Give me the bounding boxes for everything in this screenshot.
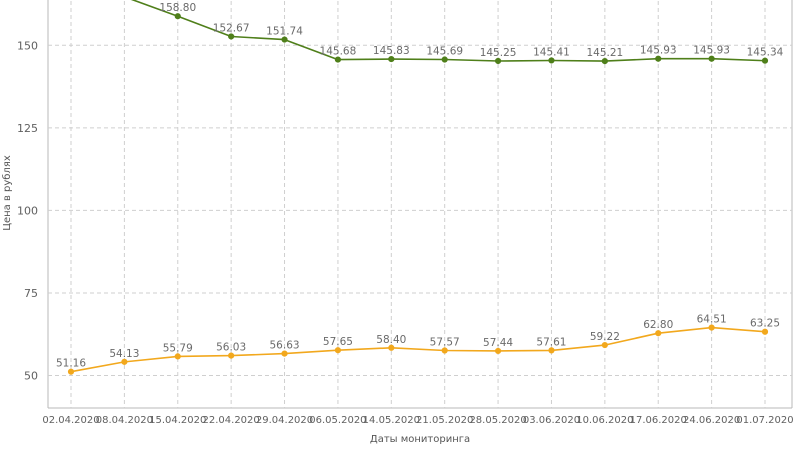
- data-label: 158.80: [159, 2, 196, 14]
- y-axis: 5075100125150175200225250275: [17, 39, 38, 383]
- data-point: [67, 368, 75, 375]
- data-labels: 269.89265.74263.21263.49251.62236.91218.…: [56, 2, 784, 370]
- data-label: 57.44: [483, 337, 513, 349]
- x-axis: 02.04.202008.04.202015.04.202022.04.2020…: [42, 415, 793, 426]
- y-tick-label: 100: [17, 204, 38, 217]
- data-point: [228, 33, 235, 40]
- x-tick-label: 03.06.2020: [523, 415, 580, 426]
- data-point: [281, 350, 288, 357]
- data-point: [121, 358, 128, 365]
- data-point: [281, 36, 288, 43]
- x-tick-label: 28.05.2020: [469, 415, 526, 426]
- x-tick-label: 10.06.2020: [576, 415, 633, 426]
- data-point: [761, 328, 769, 335]
- data-point: [548, 347, 555, 354]
- y-tick-label: 125: [17, 122, 38, 135]
- data-point: [494, 57, 502, 65]
- data-label: 58.40: [376, 334, 406, 346]
- data-label: 145.25: [480, 47, 517, 59]
- data-label: 152.67: [213, 22, 250, 34]
- data-point: [761, 57, 769, 64]
- data-point: [601, 341, 608, 349]
- data-label: 145.83: [373, 45, 410, 57]
- series-line-4: [70, 326, 766, 373]
- data-label: 57.65: [323, 336, 353, 348]
- data-label: 145.34: [747, 47, 784, 59]
- x-tick-label: 17.06.2020: [630, 415, 687, 426]
- data-point: [174, 353, 181, 360]
- data-point: [548, 57, 555, 64]
- y-axis-title: Цена в рублях: [2, 155, 13, 231]
- data-label: 51.16: [56, 358, 86, 370]
- data-point: [334, 347, 342, 354]
- grid-lines: [47, 0, 793, 409]
- data-label: 55.79: [163, 342, 193, 354]
- data-point: [441, 347, 448, 354]
- data-point: [708, 324, 715, 331]
- data-label: 57.57: [430, 337, 460, 349]
- x-tick-label: 15.04.2020: [149, 415, 206, 426]
- data-label: 62.80: [643, 319, 673, 331]
- data-label: 63.25: [750, 318, 780, 330]
- x-tick-label: 06.05.2020: [309, 415, 366, 426]
- x-axis-title: Даты мониторинга: [370, 434, 470, 445]
- data-point: [494, 347, 502, 355]
- data-point: [388, 55, 395, 63]
- series-line-3: [130, 0, 766, 62]
- data-label: 151.74: [266, 26, 303, 38]
- data-point: [655, 330, 662, 337]
- x-tick-label: 21.05.2020: [416, 415, 473, 426]
- data-label: 56.63: [270, 340, 300, 352]
- series-lines: [67, 0, 769, 375]
- y-tick-label: 50: [24, 370, 38, 383]
- data-point: [388, 344, 395, 351]
- data-point: [174, 13, 181, 20]
- x-tick-label: 29.04.2020: [256, 415, 313, 426]
- x-tick-label: 14.05.2020: [363, 415, 420, 426]
- data-label: 56.03: [216, 342, 246, 354]
- x-tick-label: 08.04.2020: [96, 415, 153, 426]
- y-tick-label: 150: [17, 39, 38, 52]
- data-point: [655, 55, 662, 62]
- x-tick-label: 24.06.2020: [683, 415, 740, 426]
- x-tick-label: 22.04.2020: [203, 415, 260, 426]
- data-point: [334, 56, 342, 63]
- data-label: 145.41: [533, 46, 570, 58]
- data-label: 145.93: [693, 45, 730, 57]
- x-tick-label: 01.07.2020: [736, 415, 793, 426]
- data-label: 145.93: [640, 45, 677, 57]
- data-label: 64.51: [697, 314, 727, 326]
- data-label: 54.13: [109, 348, 139, 360]
- data-label: 145.69: [426, 46, 463, 58]
- data-label: 59.22: [590, 331, 620, 343]
- data-point: [601, 58, 608, 65]
- data-label: 145.68: [320, 46, 357, 58]
- y-tick-label: 75: [24, 287, 38, 300]
- data-label: 57.61: [536, 336, 566, 348]
- x-tick-label: 02.04.2020: [42, 415, 99, 426]
- data-label: 145.21: [586, 47, 623, 59]
- data-point: [228, 352, 235, 359]
- data-point: [441, 56, 448, 63]
- data-point: [708, 55, 715, 62]
